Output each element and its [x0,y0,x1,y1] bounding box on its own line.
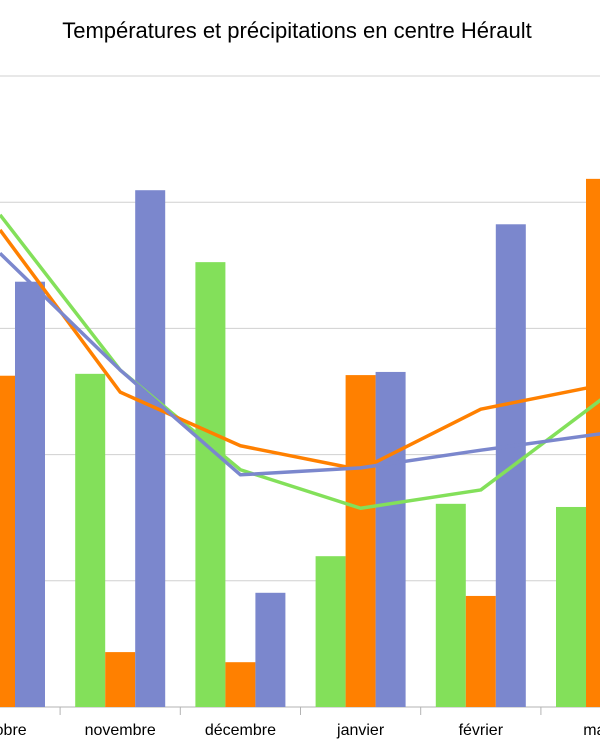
bar [465,595,496,707]
line [0,213,600,510]
x-tick-label: octobre [0,722,27,739]
bar [435,503,466,707]
bar [556,506,586,707]
x-tick-label: mars [583,722,600,739]
bar [255,592,286,707]
bar [195,262,226,707]
bar [15,281,45,707]
bar [75,373,106,707]
bar [315,556,346,707]
line [0,252,600,477]
bar [0,375,15,707]
bar [135,190,166,707]
x-tick-label: novembre [85,722,156,739]
x-tick-label: février [459,722,504,739]
bar [225,662,256,707]
chart-title: Températures et précipitations en centre… [62,18,532,43]
x-tick-label: décembre [205,722,276,739]
x-tick-label: janvier [336,722,385,739]
bar [375,371,406,707]
bar [105,652,136,707]
line [0,228,600,472]
bar [586,178,600,707]
bar [345,375,376,707]
